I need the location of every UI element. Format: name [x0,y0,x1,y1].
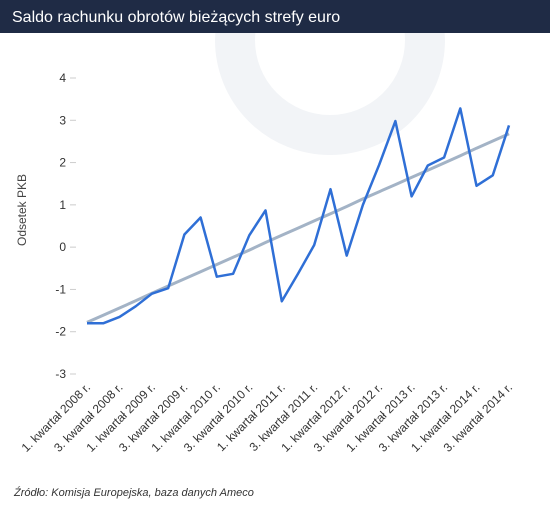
y-tick-label: 0 [59,240,66,254]
y-tick-label: 3 [59,113,66,127]
header [0,0,550,33]
y-axis-label: Odsetek PKB [15,174,29,246]
source: Źródło: Komisja Europejska, baza danych … [13,486,254,499]
chart-title: Saldo rachunku obrotów bieżących strefy … [12,9,340,26]
y-tick-label: -2 [55,325,66,339]
y-tick-label: 4 [59,71,66,85]
y-tick-label: 2 [59,156,66,170]
y-tick-label: -3 [55,367,66,381]
y-tick-label: 1 [59,198,66,212]
y-tick-label: -1 [55,282,66,296]
line [87,107,511,325]
watermark [215,0,445,155]
